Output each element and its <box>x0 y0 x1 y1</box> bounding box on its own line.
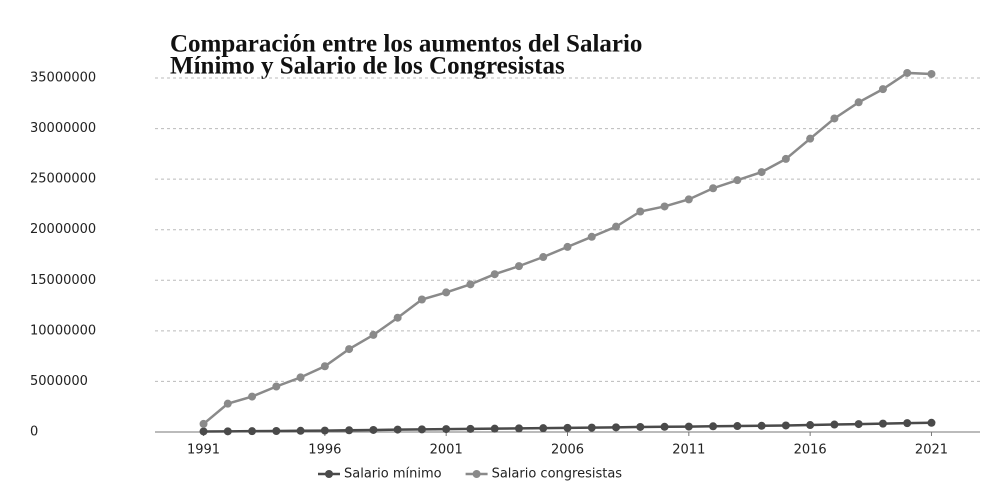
legend-label: Salario mínimo <box>344 467 442 482</box>
point <box>248 392 257 401</box>
y-tick-label: 15000000 <box>30 273 96 288</box>
point <box>466 280 475 289</box>
point <box>684 195 693 204</box>
point <box>830 420 839 429</box>
point <box>903 68 912 77</box>
point <box>854 98 863 107</box>
point <box>223 399 232 408</box>
point <box>490 424 499 433</box>
y-tick-label: 35000000 <box>30 71 96 86</box>
y-tick-label: 5000000 <box>30 374 88 389</box>
y-tick-label: 30000000 <box>30 121 96 136</box>
point <box>199 419 208 428</box>
point <box>296 373 305 382</box>
x-tick-label: 2016 <box>794 443 827 458</box>
y-tick-label: 25000000 <box>30 172 96 187</box>
point <box>830 114 839 123</box>
point <box>878 85 887 94</box>
point <box>684 422 693 431</box>
x-tick-label: 2011 <box>672 443 705 458</box>
point <box>757 421 766 430</box>
point <box>442 425 451 434</box>
legend-label: Salario congresistas <box>492 467 623 482</box>
point <box>320 362 329 371</box>
point <box>806 134 815 143</box>
point <box>490 270 499 279</box>
legend-marker <box>325 470 333 478</box>
point <box>781 421 790 430</box>
point <box>466 424 475 433</box>
point <box>514 424 523 433</box>
point <box>272 427 281 436</box>
x-tick-label: 2021 <box>915 443 948 458</box>
y-tick-label: 20000000 <box>30 222 96 237</box>
y-tick-label: 0 <box>30 425 38 440</box>
point <box>563 423 572 432</box>
point <box>660 422 669 431</box>
point <box>199 427 208 436</box>
point <box>927 418 936 427</box>
point <box>806 421 815 430</box>
point <box>320 426 329 435</box>
chart-title: Mínimo y Salario de los Congresistas <box>170 53 565 80</box>
x-tick-label: 1991 <box>187 443 220 458</box>
point <box>587 232 596 241</box>
point <box>539 253 548 262</box>
point <box>442 288 451 297</box>
point <box>757 168 766 177</box>
point <box>612 222 621 231</box>
point <box>369 425 378 434</box>
point <box>781 154 790 163</box>
legend-marker <box>472 470 481 478</box>
point <box>393 425 402 434</box>
point <box>612 423 621 432</box>
point <box>927 69 936 78</box>
point <box>636 207 645 216</box>
x-tick-label: 2006 <box>551 443 584 458</box>
point <box>272 382 281 391</box>
x-tick-label: 2001 <box>430 443 463 458</box>
y-tick-label: 10000000 <box>30 323 96 338</box>
point <box>296 426 305 435</box>
point <box>563 242 572 251</box>
point <box>393 313 402 322</box>
point <box>369 330 378 339</box>
point <box>587 423 596 432</box>
point <box>854 420 863 429</box>
point <box>878 419 887 428</box>
point <box>345 345 354 354</box>
point <box>223 427 232 436</box>
point <box>248 427 257 436</box>
x-tick-label: 1996 <box>308 443 341 458</box>
point <box>514 262 523 271</box>
point <box>345 426 354 435</box>
point <box>539 424 548 433</box>
point <box>417 295 426 304</box>
point <box>709 422 718 431</box>
point <box>636 422 645 431</box>
point <box>660 202 669 211</box>
point <box>733 422 742 431</box>
chart-title: Comparación entre los aumentos del Salar… <box>170 31 642 58</box>
point <box>417 425 426 434</box>
point <box>709 184 718 193</box>
point <box>733 176 742 185</box>
point <box>903 419 912 428</box>
